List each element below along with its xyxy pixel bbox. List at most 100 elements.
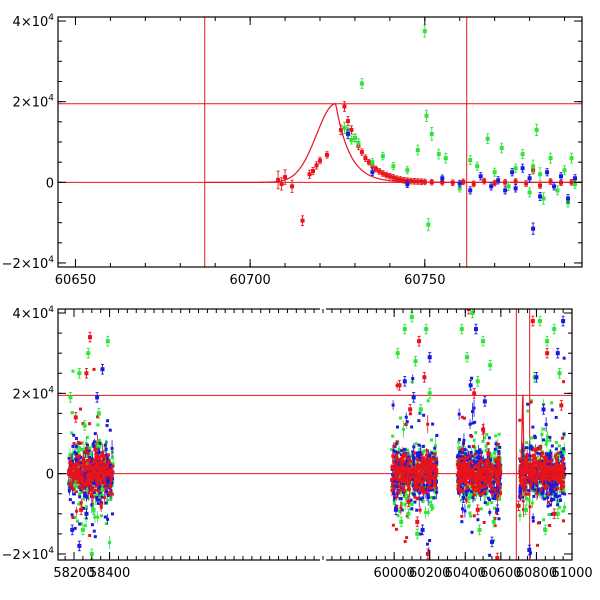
data-point: [522, 470, 526, 474]
data-point: [359, 81, 364, 86]
data-point: [513, 186, 518, 191]
data-point: [424, 476, 428, 480]
data-point: [478, 174, 483, 179]
data-point: [107, 461, 111, 465]
data-point: [545, 170, 550, 175]
data-point: [488, 470, 492, 474]
data-point: [540, 479, 544, 483]
x-tick-label: 60800: [516, 566, 557, 581]
data-point: [553, 482, 557, 486]
data-point: [513, 179, 518, 184]
data-point: [469, 475, 473, 479]
data-point: [392, 486, 396, 490]
data-point: [563, 466, 567, 470]
data-point: [399, 486, 403, 490]
data-point: [432, 456, 436, 460]
data-point: [538, 452, 542, 456]
data-point: [81, 469, 85, 473]
data-point: [464, 489, 468, 493]
top-panel-light-curve: 60650 60700 60750 4×104 2×104 0 −2×104: [2, 13, 583, 288]
data-point: [484, 466, 488, 470]
data-point: [552, 327, 557, 332]
data-point: [566, 196, 571, 201]
data-point: [462, 450, 466, 454]
data-point: [494, 486, 498, 490]
noise-cloud-season-3: [455, 376, 503, 557]
data-point: [560, 455, 564, 459]
data-point: [429, 131, 434, 136]
data-point: [422, 179, 427, 184]
data-point: [539, 487, 543, 491]
data-point: [72, 478, 76, 482]
data-point: [85, 443, 89, 447]
data-point: [538, 194, 543, 199]
data-point: [474, 431, 478, 435]
data-point: [484, 459, 488, 463]
data-point: [470, 492, 474, 496]
data-point: [531, 462, 535, 466]
data-point: [481, 459, 485, 463]
data-point: [408, 407, 413, 412]
data-point: [414, 442, 418, 446]
data-point: [100, 460, 104, 464]
data-point: [486, 477, 490, 481]
data-point: [92, 529, 96, 533]
model-curve: [516, 395, 537, 475]
data-point: [395, 465, 399, 469]
data-point: [470, 435, 474, 439]
data-point: [538, 183, 543, 188]
data-point: [90, 458, 94, 462]
data-point: [493, 447, 497, 451]
data-point: [414, 483, 418, 487]
data-point: [394, 527, 398, 531]
data-point: [77, 543, 82, 548]
data-point: [562, 457, 566, 461]
data-point: [486, 501, 490, 505]
data-point: [558, 478, 562, 482]
data-point: [489, 481, 493, 485]
data-point: [554, 454, 558, 458]
data-point: [103, 443, 107, 447]
data-point: [407, 459, 411, 463]
data-point: [466, 456, 470, 460]
data-point: [459, 490, 463, 494]
data-point: [435, 472, 439, 476]
data-point: [492, 181, 497, 186]
data-point: [493, 492, 497, 496]
data-point: [401, 467, 405, 471]
data-point: [560, 490, 564, 494]
data-point: [415, 519, 420, 524]
data-point: [548, 179, 553, 184]
data-point: [423, 470, 427, 474]
data-point: [71, 369, 75, 373]
data-point: [555, 483, 559, 487]
data-point: [403, 459, 407, 463]
x-tick-label: 60000: [373, 566, 414, 581]
data-point: [86, 497, 90, 501]
data-point: [473, 452, 477, 456]
data-point: [108, 428, 112, 432]
data-point: [468, 188, 473, 193]
data-point: [420, 475, 424, 479]
data-point: [110, 456, 114, 460]
data-point: [542, 518, 546, 522]
data-point: [87, 483, 91, 487]
data-point: [407, 480, 411, 484]
data-point: [546, 452, 550, 456]
data-point: [434, 463, 438, 467]
data-point: [519, 449, 523, 453]
data-point: [82, 423, 87, 428]
data-point: [72, 488, 76, 492]
data-point: [415, 531, 420, 536]
data-point: [542, 464, 546, 468]
data-point: [527, 464, 531, 468]
data-point: [535, 484, 539, 488]
data-point: [548, 475, 552, 479]
data-point: [524, 492, 528, 496]
data-point: [535, 464, 539, 468]
data-point: [403, 540, 407, 544]
y-tick-label: 4×104: [13, 13, 55, 30]
data-point: [492, 456, 496, 460]
y-tick-label: 4×104: [13, 305, 55, 322]
data-point: [415, 497, 419, 501]
